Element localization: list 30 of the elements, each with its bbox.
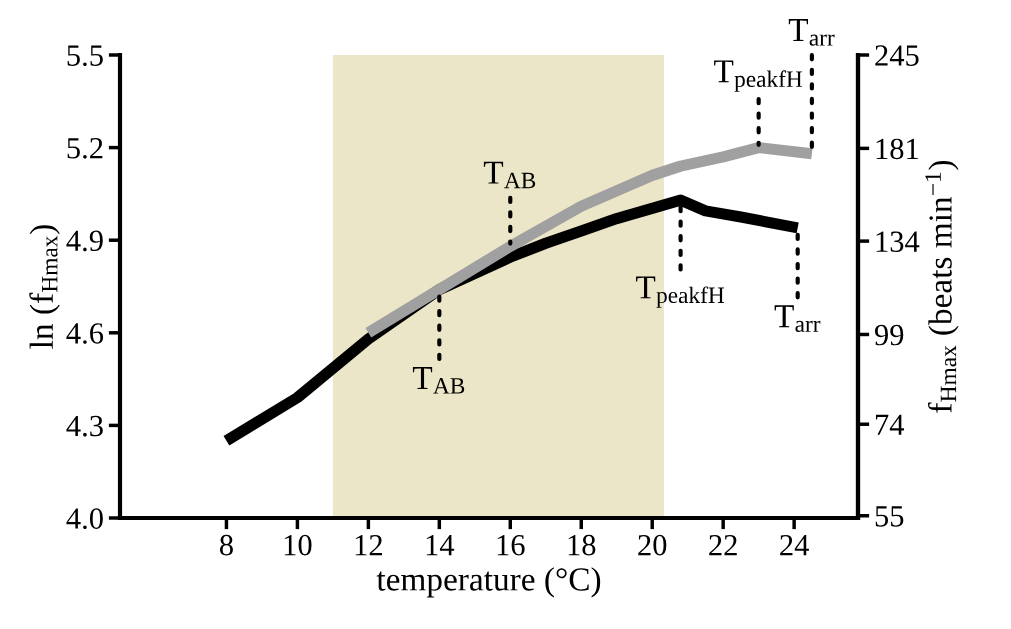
x-tick-label: 14 bbox=[426, 535, 455, 556]
y2-tick-label: 99 bbox=[874, 324, 904, 346]
y2-tick-label: 134 bbox=[876, 231, 920, 253]
annotation: T$_{peakfH}$ bbox=[714, 60, 803, 92]
x-tick-label: 8 bbox=[219, 534, 233, 556]
y2-tick-label: 245 bbox=[875, 45, 919, 66]
y2-tick-label: 55 bbox=[875, 506, 904, 527]
annotation: T$_{arr}$ bbox=[788, 19, 835, 46]
y-tick-label: 5.2 bbox=[67, 137, 103, 159]
y2-tick-label: 74 bbox=[875, 414, 905, 435]
x-tick-label: 18 bbox=[568, 534, 596, 556]
y2-axis-title: f$_{Hmax}$ (beats min$^{−1}$) bbox=[925, 160, 959, 413]
annotation: T$_{peakfH}$ bbox=[636, 276, 725, 308]
y-axis-title: ln (f$_{Hmax}$) bbox=[29, 225, 60, 349]
x-tick-label: 16 bbox=[497, 534, 525, 556]
y-tick-label: 4.6 bbox=[66, 323, 104, 344]
x-tick-label: 12 bbox=[355, 534, 382, 556]
annotation: T$_{AB}$ bbox=[483, 161, 536, 189]
x-tick-label: 20 bbox=[638, 534, 667, 556]
y-tick-label: 4.9 bbox=[66, 230, 103, 252]
y-tick-label: 4.3 bbox=[66, 415, 103, 437]
x-tick-label: 22 bbox=[709, 534, 737, 556]
annotation: T$_{arr}$ bbox=[774, 305, 821, 333]
x-tick-label: 24 bbox=[780, 534, 809, 556]
y2-tick-label: 181 bbox=[876, 138, 918, 160]
annotation: T$_{AB}$ bbox=[412, 367, 465, 394]
y-tick-label: 5.5 bbox=[67, 45, 103, 67]
x-axis-title: temperature (°C) bbox=[376, 567, 601, 598]
x-tick-label: 10 bbox=[284, 534, 312, 556]
y-tick-label: 4.0 bbox=[66, 508, 103, 530]
